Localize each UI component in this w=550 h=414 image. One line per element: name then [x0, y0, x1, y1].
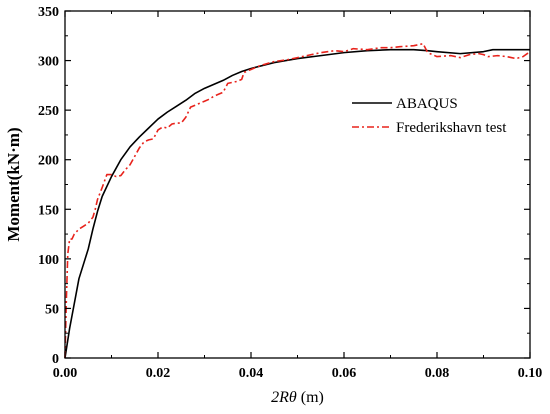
x-tick-label: 0.02 — [146, 366, 171, 381]
y-tick-label: 250 — [38, 104, 59, 119]
y-tick-label: 350 — [38, 5, 59, 20]
x-tick-label: 0.06 — [332, 366, 357, 381]
series-line-0 — [64, 48, 530, 359]
y-axis-title: Moment(kN·m) — [4, 127, 23, 241]
x-tick-label: 0.08 — [425, 366, 450, 381]
y-tick-label: 150 — [38, 203, 59, 218]
legend: ABAQUS Frederikshavn test — [352, 96, 507, 136]
series-layer — [64, 42, 531, 359]
y-tick-label: 50 — [45, 302, 59, 317]
y-tick-label: 300 — [38, 55, 59, 70]
x-tick-label: 0.00 — [53, 366, 78, 381]
ticks-layer: 0.00 0.02 0.04 0.06 0.08 0.10 0 50 100 150 200 250 3… — [38, 5, 542, 381]
series-line-1 — [64, 42, 531, 359]
plot-frame — [64, 10, 531, 359]
y-tick-label: 200 — [38, 154, 59, 169]
legend-label-frederikshavn-test: Frederikshavn test — [396, 120, 507, 136]
x-axis-title-unit: (m) — [297, 389, 324, 406]
legend-label-abaqus: ABAQUS — [396, 96, 458, 112]
y-tick-label: 100 — [38, 253, 59, 268]
y-tick-label: 0 — [52, 352, 59, 367]
x-tick-label: 0.04 — [239, 366, 264, 381]
x-axis-title-symbol: 2Rθ — [271, 389, 297, 406]
x-tick-label: 0.10 — [518, 366, 543, 381]
x-axis-title: 2Rθ (m) — [271, 389, 324, 406]
